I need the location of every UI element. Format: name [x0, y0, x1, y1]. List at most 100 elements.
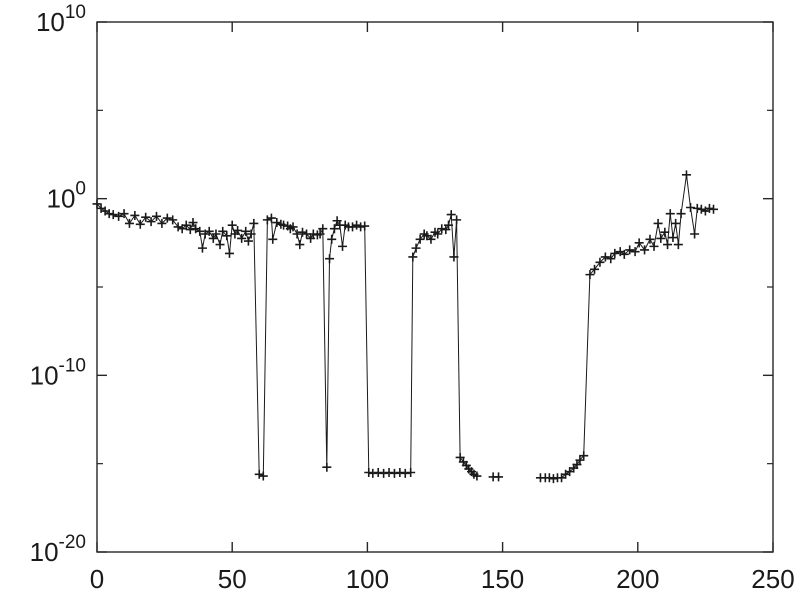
y-tick-exponent: -20: [59, 532, 86, 553]
plus-marker: [686, 203, 696, 212]
plus-marker: [204, 226, 214, 236]
plus-marker: [352, 220, 362, 230]
plus-marker: [195, 226, 205, 236]
plus-marker: [437, 224, 447, 234]
plus-marker: [625, 245, 635, 255]
y-tick-base: 10: [36, 7, 65, 37]
plus-marker: [406, 468, 416, 477]
y-tick-label: 100: [47, 179, 87, 214]
x-axis-tick-labels: 0 50 100 150 200 250: [90, 564, 795, 594]
plus-marker: [579, 451, 589, 461]
plus-marker: [241, 226, 251, 236]
plus-marker: [197, 243, 207, 253]
plus-marker: [258, 471, 268, 481]
plus-marker: [610, 248, 620, 258]
y-tick-exponent: 0: [75, 179, 86, 200]
plus-marker: [411, 243, 421, 253]
plus-marker: [690, 229, 700, 239]
plus-marker: [246, 229, 256, 239]
plus-marker: [433, 229, 443, 239]
plus-marker: [704, 203, 714, 213]
x-tick-label: 150: [481, 564, 524, 594]
y-axis-ticks: [97, 21, 773, 553]
plus-marker: [185, 225, 195, 235]
plus-marker: [108, 210, 118, 220]
y-tick-exponent: -10: [59, 355, 86, 376]
data-series-markers: [92, 170, 719, 484]
plus-marker: [315, 229, 325, 239]
plus-marker: [590, 264, 600, 274]
plus-marker: [585, 270, 595, 280]
plus-marker: [224, 248, 234, 258]
plus-marker: [162, 213, 172, 223]
plus-marker: [135, 219, 145, 229]
plus-marker: [668, 233, 678, 243]
plus-marker: [227, 220, 237, 230]
plus-marker: [400, 468, 410, 478]
plus-marker: [395, 468, 405, 477]
x-tick-label: 0: [90, 564, 104, 594]
plus-marker: [544, 473, 554, 483]
plus-marker: [211, 229, 221, 239]
plus-marker: [215, 240, 225, 250]
plus-marker: [444, 220, 454, 230]
plus-marker: [606, 254, 616, 264]
plus-marker: [368, 468, 378, 478]
plot-box: [96, 21, 774, 553]
plus-marker: [327, 234, 337, 244]
plus-marker: [173, 222, 183, 232]
series-polyline: [96, 203, 478, 477]
plus-marker: [266, 213, 276, 223]
x-tick-label: 250: [751, 564, 794, 594]
plus-marker: [548, 474, 558, 484]
plus-marker: [325, 254, 335, 264]
y-tick-base: 10: [47, 184, 76, 214]
y-tick-label: 10-20: [30, 532, 86, 567]
plus-marker: [676, 209, 686, 219]
plus-marker: [600, 252, 610, 262]
y-tick-exponent: 10: [65, 2, 86, 23]
plus-marker: [389, 468, 399, 478]
plus-marker: [634, 238, 644, 248]
plus-marker: [181, 220, 191, 230]
plus-marker: [408, 252, 418, 262]
data-series-line: [96, 174, 714, 480]
plus-marker: [452, 215, 462, 225]
plus-marker: [449, 252, 459, 262]
plus-marker: [356, 222, 366, 232]
plus-marker: [379, 468, 389, 478]
plus-marker: [649, 241, 659, 251]
plus-marker: [360, 221, 370, 231]
plus-marker: [151, 211, 161, 221]
plus-marker: [472, 471, 482, 481]
x-tick-label: 200: [616, 564, 659, 594]
plus-marker: [237, 233, 247, 243]
plus-marker: [709, 204, 719, 214]
plus-marker: [222, 231, 232, 241]
plus-marker: [114, 211, 124, 221]
plus-marker: [124, 218, 134, 228]
plus-marker: [619, 249, 629, 259]
plus-marker: [329, 224, 339, 234]
plus-marker: [348, 222, 358, 232]
plus-marker: [92, 199, 102, 209]
plus-marker: [157, 218, 167, 228]
plus-marker: [243, 236, 253, 246]
plus-marker: [146, 217, 156, 227]
plus-marker: [665, 209, 675, 219]
x-axis-ticks: [96, 22, 774, 552]
plus-marker: [279, 220, 289, 230]
plus-marker: [298, 227, 308, 237]
plus-marker: [663, 240, 673, 250]
plus-marker: [640, 245, 650, 255]
y-tick-label: 10-10: [30, 355, 86, 390]
plus-marker: [373, 468, 383, 477]
plus-marker: [254, 469, 264, 479]
plus-marker: [130, 210, 140, 220]
plus-marker: [288, 222, 298, 232]
plus-marker: [671, 218, 681, 228]
plus-marker: [104, 209, 114, 219]
plus-marker: [384, 468, 394, 477]
plus-marker: [119, 209, 129, 219]
x-tick-label: 100: [346, 564, 389, 594]
